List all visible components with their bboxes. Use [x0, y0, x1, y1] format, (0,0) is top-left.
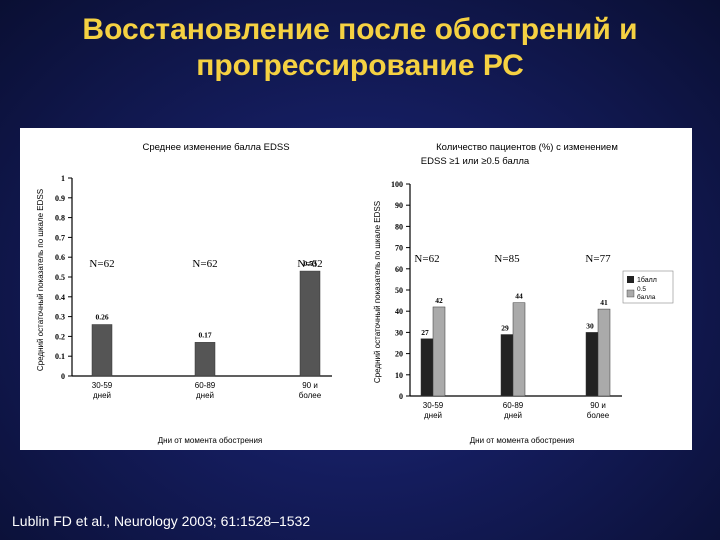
- y-tick-label: 0.4: [55, 293, 65, 302]
- n-label: N=62: [297, 258, 322, 270]
- legend-swatch-series-2: [626, 289, 635, 298]
- n-label: N=62: [89, 258, 114, 270]
- x-axis-label: Дни от момента обострения: [470, 436, 575, 445]
- x-tick-label: 60-89 дней: [503, 401, 524, 420]
- y-tick-label: 0.7: [55, 233, 65, 242]
- bar: [299, 270, 321, 377]
- x-tick-label-line: 90 и: [302, 381, 318, 390]
- chart-title-line1: Количество пациентов (%) с изменением: [436, 142, 618, 153]
- x-tick-label-line: дней: [504, 411, 522, 420]
- n-label: N=85: [494, 253, 520, 265]
- bar: [91, 324, 113, 377]
- bar-value-label: 0.26: [95, 313, 108, 322]
- chart-edss-mean: Среднее изменение балла EDSS Средний оста…: [36, 142, 332, 445]
- y-tick-label: 30: [395, 328, 403, 337]
- x-axis-label: Дни от момента обострения: [158, 436, 263, 445]
- legend-label-series-2: 0.5 балла: [637, 286, 656, 301]
- y-tick-label: 100: [391, 180, 403, 189]
- bar-value-label: 27: [421, 328, 429, 337]
- x-tick-label: 90 и более: [587, 401, 610, 420]
- bar-value-label: 44: [515, 292, 523, 301]
- slide-title-line2: прогрессирование РС: [196, 49, 524, 82]
- x-tick-label-line: 30-59: [92, 381, 113, 390]
- n-label: N=62: [192, 258, 217, 270]
- bar-series-2: [512, 302, 526, 397]
- x-tick-label: 30-59 дней: [423, 401, 444, 420]
- citation: Lublin FD et al., Neurology 2003; 61:152…: [12, 513, 311, 529]
- y-tick-label: 0: [61, 372, 65, 381]
- y-axis-label: Средний остаточный показатель по шкале E…: [373, 201, 382, 383]
- charts-svg: Среднее изменение балла EDSS Средний оста…: [36, 142, 674, 445]
- n-label: N=62: [414, 253, 439, 265]
- y-tick-label: 0.9: [55, 194, 65, 203]
- slide-title-line1: Восстановление после обострений и: [82, 13, 638, 46]
- y-tick-label: 0.2: [55, 332, 65, 341]
- x-tick-label-line: более: [587, 411, 610, 420]
- x-tick-label-line: 60-89: [503, 401, 524, 410]
- bar-series-2: [432, 306, 446, 397]
- bar-value-label: 0.53: [303, 259, 316, 268]
- y-tick-label: 20: [395, 350, 403, 359]
- x-tick-label: 60-89 дней: [195, 381, 216, 400]
- chart-title: Среднее изменение балла EDSS: [142, 142, 289, 153]
- y-axis-label: Средний остаточный показатель по шкале E…: [36, 189, 45, 371]
- legend-label-series-1: 1балл: [637, 276, 657, 284]
- x-tick-label-line: дней: [196, 391, 214, 400]
- chart-title-line2: EDSS ≥1 или ≥0.5 балла: [421, 156, 530, 167]
- bar-series-1: [420, 338, 434, 397]
- bar-value-label: 30: [586, 321, 594, 330]
- bar-series-1: [500, 334, 514, 397]
- slide-title: Восстановление после обострений и прогре…: [0, 12, 720, 84]
- n-label: N=77: [585, 253, 611, 265]
- y-tick-label: 60: [395, 265, 403, 274]
- y-tick-label: 0.5: [55, 273, 65, 282]
- y-tick-label: 0: [399, 392, 403, 401]
- x-tick-label: 90 и более: [299, 381, 322, 400]
- x-tick-label: 30-59 дней: [92, 381, 113, 400]
- y-tick-label: 10: [395, 371, 403, 380]
- legend-label-line: 0.5: [637, 286, 646, 293]
- bar-value-label: 0.17: [198, 330, 211, 339]
- y-tick-label: 70: [395, 244, 403, 253]
- y-tick-label: 0.3: [55, 313, 65, 322]
- bar-value-label: 41: [600, 298, 608, 307]
- legend-label-line: балла: [637, 293, 656, 301]
- bar-value-label: 42: [435, 296, 443, 305]
- y-tick-label: 80: [395, 222, 403, 231]
- bar-value-label: 29: [501, 324, 509, 333]
- y-tick-label: 0.8: [55, 214, 65, 223]
- x-tick-label-line: 60-89: [195, 381, 216, 390]
- chart-patients-percent: Количество пациентов (%) с изменением EDS…: [373, 142, 674, 445]
- x-tick-label-line: 90 и: [590, 401, 606, 410]
- x-tick-label-line: дней: [93, 391, 111, 400]
- chart-panel: Среднее изменение балла EDSS Средний оста…: [20, 128, 692, 450]
- bar: [194, 342, 216, 377]
- y-tick-label: 40: [395, 307, 403, 316]
- x-tick-label-line: более: [299, 391, 322, 400]
- y-tick-label: 90: [395, 201, 403, 210]
- legend: 1балл 0.5 балла: [622, 270, 674, 304]
- bar-series-2: [597, 308, 611, 397]
- legend-swatch-series-1: [627, 276, 634, 283]
- x-tick-label-line: дней: [424, 411, 442, 420]
- y-tick-label: 50: [395, 286, 403, 295]
- y-tick-label: 1: [61, 174, 65, 183]
- y-tick-label: 0.1: [55, 352, 65, 361]
- bar-series-1: [585, 332, 599, 397]
- x-tick-label-line: 30-59: [423, 401, 444, 410]
- y-tick-label: 0.6: [55, 253, 65, 262]
